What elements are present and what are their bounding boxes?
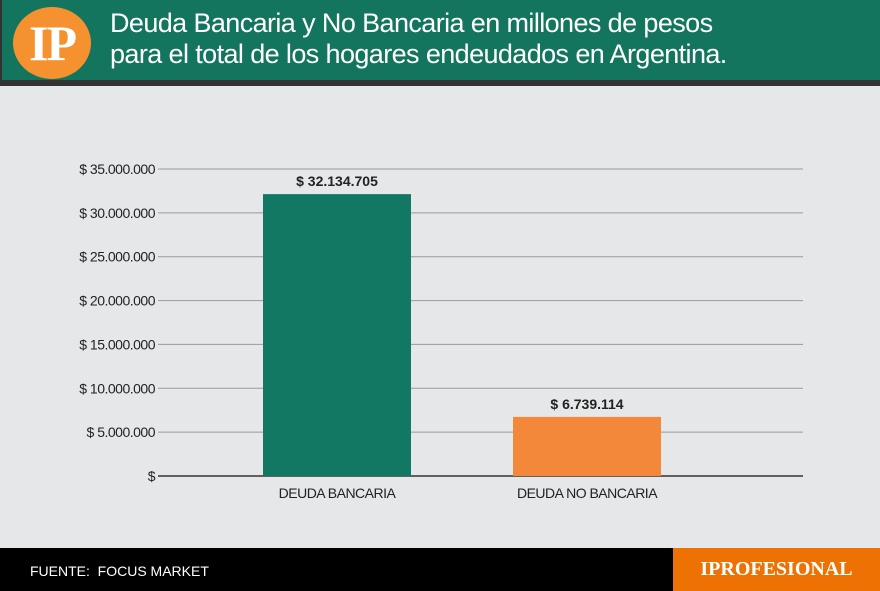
x-tick-label: DEUDA BANCARIA <box>279 485 397 501</box>
y-tick-label: $ 10.000.000 <box>79 380 155 396</box>
data-label: $ 6.739.114 <box>550 396 623 412</box>
source-text: FUENTE: FOCUS MARKET <box>30 563 209 579</box>
footer: FUENTE: FOCUS MARKET IPROFESIONAL <box>0 548 880 591</box>
bar <box>263 194 411 476</box>
title-line-2: para el total de los hogares endeudados … <box>110 39 727 69</box>
y-tick-label: $ 35.000.000 <box>79 161 155 177</box>
ip-logo: IP <box>13 7 91 79</box>
header: IP Deuda Bancaria y No Bancaria en millo… <box>0 0 880 86</box>
brand-logo: IPROFESIONAL <box>673 548 880 591</box>
x-tick-label: DEUDA NO BANCARIA <box>517 485 658 501</box>
chart-title: Deuda Bancaria y No Bancaria en millones… <box>110 8 727 70</box>
y-tick-label: $ 15.000.000 <box>79 336 155 352</box>
y-tick-label: $ 20.000.000 <box>79 293 155 309</box>
bar-chart: $ $ 5.000.000 $ 10.000.000 $ 15.000.000 $ 20… <box>79 161 803 501</box>
y-tick-label: $ 25.000.000 <box>79 249 155 265</box>
y-tick-label: $ 30.000.000 <box>79 205 155 221</box>
data-label: $ 32.134.705 <box>296 173 378 189</box>
title-line-1: Deuda Bancaria y No Bancaria en millones… <box>110 8 713 38</box>
y-tick-label: $ 5.000.000 <box>87 424 156 440</box>
bar <box>513 416 661 476</box>
y-tick-label: $ <box>148 468 156 484</box>
